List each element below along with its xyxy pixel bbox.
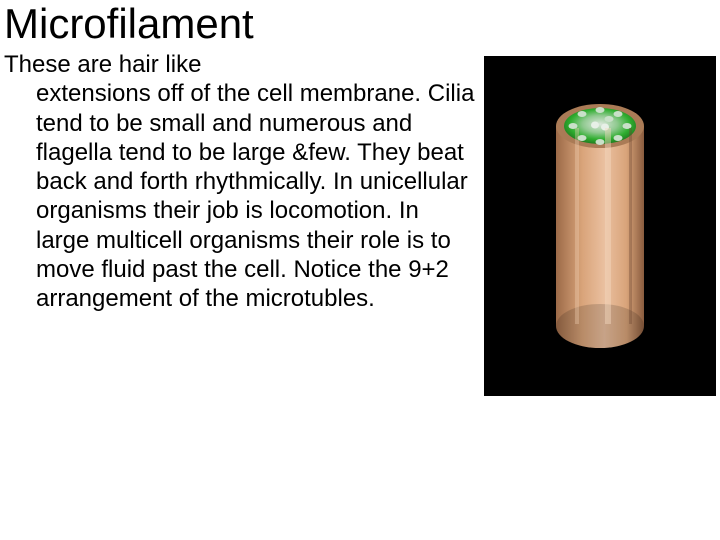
body-rest: extensions off of the cell membrane. Cil… — [36, 79, 476, 313]
slide: Microfilament These are hair like extens… — [0, 0, 720, 540]
content-row: These are hair like extensions off of th… — [0, 46, 720, 396]
centriole-illustration — [545, 96, 655, 356]
slide-title: Microfilament — [0, 0, 720, 46]
body-first-line: These are hair like — [4, 51, 201, 78]
illustration-box — [484, 56, 716, 396]
body-text: These are hair like extensions off of th… — [4, 50, 476, 313]
